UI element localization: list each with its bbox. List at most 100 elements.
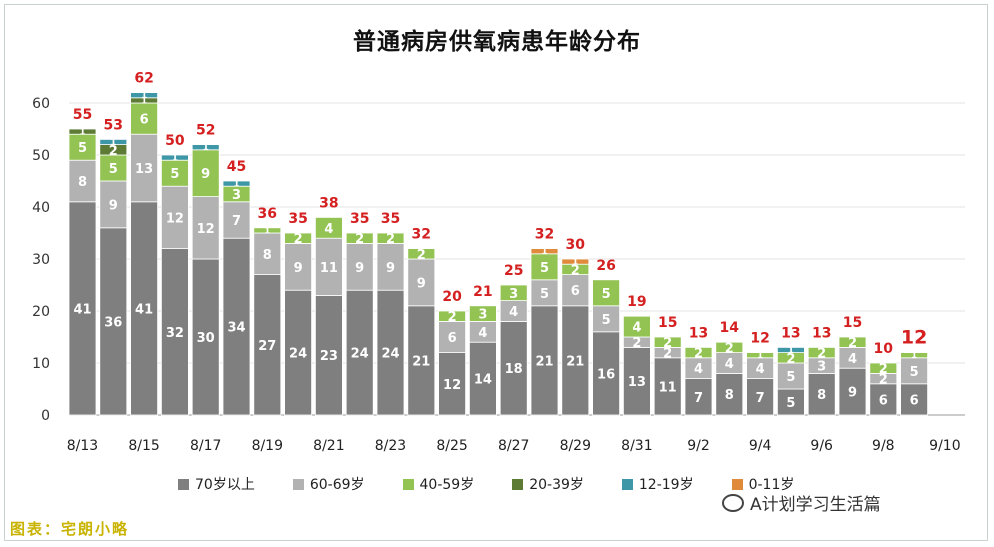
bar-segment [807,346,836,359]
bar-segment [314,237,343,296]
segment-label: 2 [786,352,795,367]
bar-segment [438,310,467,322]
x-tick-label: 8/31 [621,438,652,454]
bar-segment [623,346,651,416]
legend-item: 60-69岁 [292,474,365,494]
bar-segment [130,201,159,416]
source-credit: 图表：宅朗小略 [10,520,130,538]
bar-segment [530,305,559,416]
bar-segment [99,227,128,416]
bar-segment [284,289,313,416]
bar-segment [653,336,682,348]
x-tick-label: 8/21 [313,438,344,454]
x-tick-label: 8/29 [560,438,591,454]
segment-label: 1 [911,351,917,361]
bar-segment [222,237,251,416]
y-tick-label: 50 [32,148,50,164]
legend-swatch [512,478,524,490]
bar-segment [68,133,97,161]
total-label: 32 [535,227,554,243]
segment-label: 41 [135,302,153,317]
segment-label: 27 [258,339,276,354]
segment-label: 21 [566,354,584,369]
x-tick-label: 8/13 [67,438,98,454]
segment-label: 6 [448,331,457,346]
segment-label: 1 [141,91,147,101]
segment-label: 2 [355,232,364,247]
chart-legend: 70岁以上 60-69岁 40-59岁 20-39岁 12-19岁 0-11岁 [178,474,818,494]
bar-segment [222,201,251,239]
segment-label: 6 [879,393,888,408]
segment-label: 5 [786,396,795,411]
segment-label: 5 [540,261,549,276]
bar-segment [592,305,620,333]
total-label: 21 [473,284,492,300]
y-tick-label: 0 [41,408,50,424]
bar-segment [807,372,836,416]
segment-label: 21 [535,354,553,369]
legend-item: 0-11岁 [731,474,794,494]
bar-segment [499,284,528,302]
bar-segment [68,201,97,416]
total-label: 10 [874,341,894,357]
bar-segment [623,315,651,338]
bar-segment [314,294,343,416]
segment-label: 4 [478,326,487,341]
total-label: 13 [812,325,831,341]
total-label: 30 [566,237,586,253]
bar-segment [777,362,805,390]
bar-segment [345,232,374,244]
segment-label: 3 [817,360,826,375]
segment-label: 4 [509,305,518,320]
bar-segment [99,138,128,145]
total-label: 35 [381,211,400,227]
total-label: 53 [104,117,123,133]
y-tick-label: 40 [32,200,50,216]
segment-label: 8 [263,248,272,263]
y-tick-label: 60 [32,96,50,112]
bar-segment [438,320,467,353]
segment-label: 2 [817,347,826,362]
segment-label: 1 [233,180,239,190]
segment-label: 12 [443,378,461,393]
watermark: A计划学习生活篇 [722,490,881,515]
bar-segment [191,144,220,151]
bar-segment [191,258,220,416]
total-label: 12 [901,327,927,349]
bar-segment [838,336,867,348]
bar-segment [746,352,774,359]
segment-label: 5 [910,365,919,380]
segment-label: 2 [663,347,672,362]
segment-label: 18 [505,362,523,377]
bar-segment [376,232,405,244]
bar-segment [160,185,189,249]
bar-segment [530,248,559,255]
bar-segment [715,372,744,416]
legend-swatch [621,478,633,490]
total-label: 36 [258,206,277,222]
segment-label: 34 [227,321,245,336]
segment-label: 4 [848,352,857,367]
segment-label: 1 [79,128,85,138]
segment-label: 1 [572,258,578,268]
segment-label: 14 [474,373,492,388]
segment-label: 7 [694,391,703,406]
segment-label: 9 [848,386,857,401]
x-tick-label: 9/8 [872,438,895,454]
legend-swatch [292,478,304,490]
bar-segment [191,196,220,260]
segment-label: 12 [197,222,215,237]
segment-label: 2 [848,336,857,351]
x-tick-label: 9/10 [929,438,960,454]
bar-segment [407,248,436,260]
bar-segment [222,180,251,187]
legend-label: 40-59岁 [419,477,475,493]
total-label: 20 [442,289,462,305]
bar-segment [130,102,159,135]
bar-segment [561,274,590,307]
segment-label: 2 [109,144,118,159]
legend-item: 40-59岁 [402,474,475,494]
bar-segment [530,253,559,281]
segment-label: 2 [725,341,734,356]
segment-label: 7 [232,214,241,229]
